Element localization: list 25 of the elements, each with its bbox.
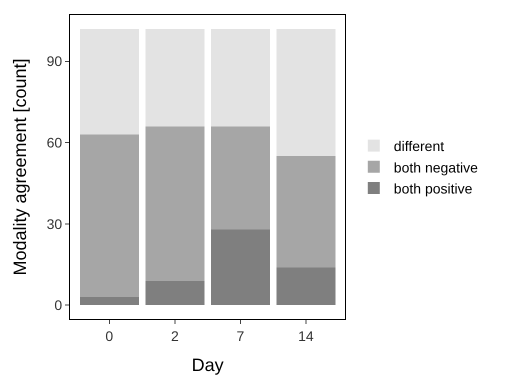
legend-label: both negative	[394, 159, 478, 176]
bar	[145, 126, 204, 281]
bar	[210, 28, 270, 126]
bar	[145, 28, 204, 126]
legend-label: different	[394, 138, 444, 154]
x-tick-label: 0	[105, 328, 114, 344]
bar	[80, 134, 139, 298]
y-tick-label: 60	[46, 134, 62, 151]
bar	[80, 297, 139, 306]
bar	[276, 156, 336, 268]
bar	[145, 280, 204, 306]
bar	[80, 28, 139, 134]
x-tick-label: 2	[170, 328, 179, 344]
y-tick-label: 90	[46, 53, 62, 70]
legend-label: both positive	[394, 180, 473, 196]
x-axis-title: Day	[192, 354, 224, 375]
bar	[210, 126, 270, 230]
y-axis-title: Modality agreement [count]	[10, 58, 30, 276]
bar	[210, 229, 270, 306]
y-tick-label: 30	[46, 216, 62, 232]
x-tick-label: 7	[236, 328, 244, 344]
bar	[276, 267, 336, 306]
x-tick-label: 14	[298, 328, 314, 344]
y-tick-label: 0	[54, 297, 62, 314]
bar	[276, 28, 336, 156]
